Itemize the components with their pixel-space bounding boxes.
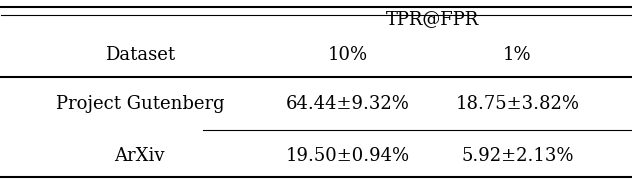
Text: 64.44±9.32%: 64.44±9.32% — [286, 95, 410, 113]
Text: ArXiv: ArXiv — [114, 147, 165, 165]
Text: 5.92±2.13%: 5.92±2.13% — [461, 147, 574, 165]
Text: 1%: 1% — [503, 46, 532, 64]
Text: 18.75±3.82%: 18.75±3.82% — [455, 95, 580, 113]
Text: 10%: 10% — [327, 46, 368, 64]
Text: Project Gutenberg: Project Gutenberg — [56, 95, 224, 113]
Text: 19.50±0.94%: 19.50±0.94% — [286, 147, 410, 165]
Text: TPR@FPR: TPR@FPR — [386, 10, 479, 28]
Text: Dataset: Dataset — [105, 46, 175, 64]
